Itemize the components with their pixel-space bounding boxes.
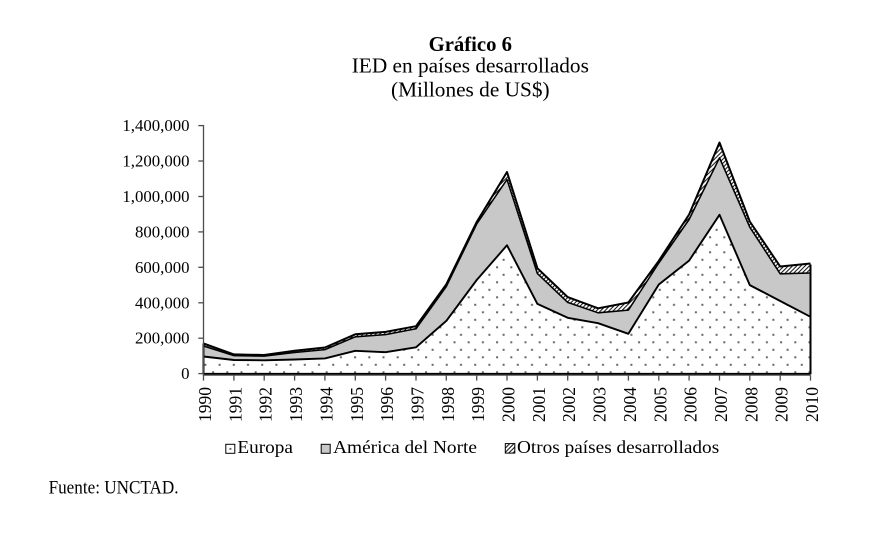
svg-text:1992: 1992 [256,387,276,422]
svg-text:Otros países desarrollados: Otros países desarrollados [517,437,719,457]
svg-text:2000: 2000 [499,387,519,422]
svg-text:1994: 1994 [316,387,336,422]
svg-text:0: 0 [181,364,189,383]
svg-text:2001: 2001 [529,387,549,422]
svg-text:1,000,000: 1,000,000 [122,187,189,206]
svg-text:América del Norte: América del Norte [333,437,477,457]
svg-text:1,400,000: 1,400,000 [122,116,189,135]
svg-text:2003: 2003 [590,387,610,422]
svg-text:2004: 2004 [620,387,640,422]
svg-text:400,000: 400,000 [135,293,190,312]
svg-text:1990: 1990 [195,387,215,422]
svg-text:2009: 2009 [772,387,792,422]
svg-text:2006: 2006 [681,387,701,422]
svg-text:2007: 2007 [711,387,731,422]
svg-text:Europa: Europa [237,437,293,457]
svg-text:2002: 2002 [559,387,579,422]
svg-text:2008: 2008 [741,387,761,422]
svg-text:1996: 1996 [377,387,397,422]
svg-text:Fuente: UNCTAD.: Fuente: UNCTAD. [49,478,179,499]
svg-text:1999: 1999 [468,387,488,422]
svg-text:2005: 2005 [650,387,670,422]
svg-text:800,000: 800,000 [135,222,190,241]
svg-text:1993: 1993 [286,387,306,422]
svg-text:1997: 1997 [408,387,428,422]
svg-text:Gráfico 6: Gráfico 6 [429,34,512,56]
svg-text:2010: 2010 [802,387,822,422]
svg-text:1995: 1995 [347,387,367,422]
svg-text:1991: 1991 [225,387,245,422]
svg-text:200,000: 200,000 [135,329,190,348]
svg-text:1,200,000: 1,200,000 [122,152,189,171]
svg-text:IED en países desarrollados: IED en países desarrollados [352,54,589,78]
svg-text:(Millones de US$): (Millones de US$) [391,78,550,102]
svg-text:1998: 1998 [438,387,458,422]
svg-text:600,000: 600,000 [135,258,190,277]
